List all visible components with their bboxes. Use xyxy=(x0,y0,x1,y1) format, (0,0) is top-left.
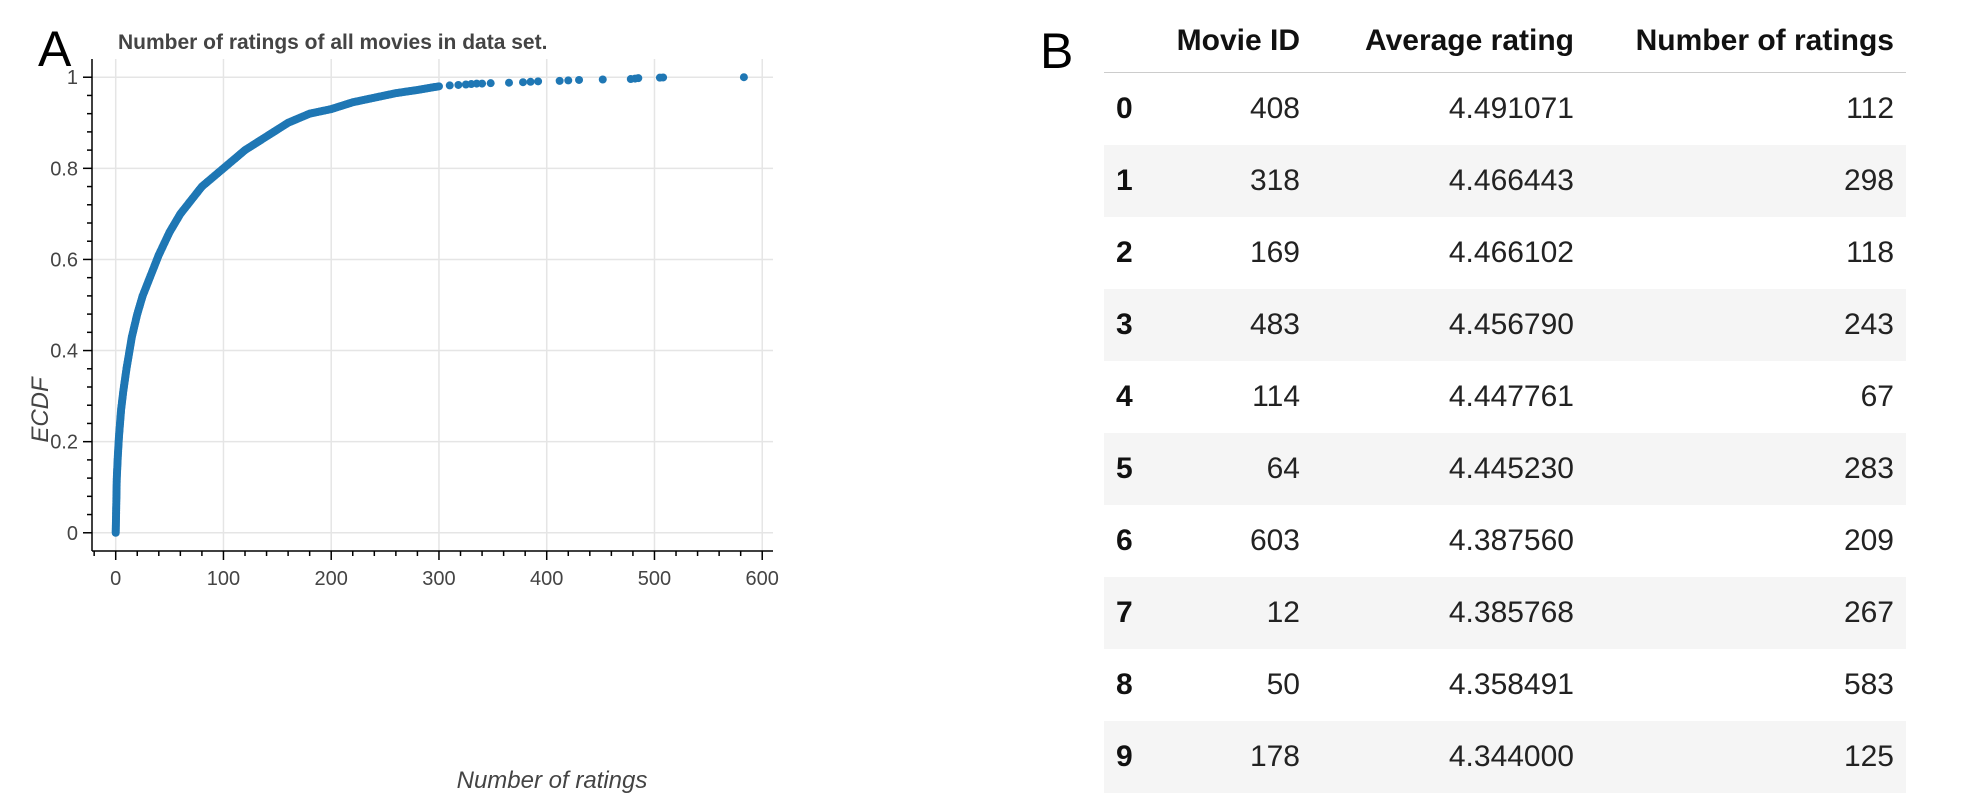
average-rating-cell: 4.358491 xyxy=(1448,668,1574,701)
row-index-cell: 8 xyxy=(1116,668,1133,701)
number-of-ratings-cell: 67 xyxy=(1860,380,1894,413)
column-header-movie-id: Movie ID xyxy=(1164,10,1312,73)
data-point xyxy=(564,76,573,85)
data-point xyxy=(526,77,535,86)
x-tick-label: 400 xyxy=(530,568,563,590)
table-row: 5 64 4.445230 283 xyxy=(1104,433,1906,505)
movie-id-cell: 50 xyxy=(1266,668,1300,701)
number-of-ratings-cell: 125 xyxy=(1843,740,1894,773)
x-tick-label: 500 xyxy=(638,568,671,590)
row-index-cell: 4 xyxy=(1116,380,1133,413)
movie-id-cell: 603 xyxy=(1249,524,1300,557)
column-header-number-of-ratings: Number of ratings xyxy=(1586,10,1906,73)
table-row: 6 603 4.387560 209 xyxy=(1104,505,1906,577)
movie-id-cell: 64 xyxy=(1266,452,1300,485)
column-header-average-rating: Average rating xyxy=(1312,10,1586,73)
number-of-ratings-cell: 112 xyxy=(1846,92,1894,125)
data-point xyxy=(534,77,543,86)
table-row: 8 50 4.358491 583 xyxy=(1104,649,1906,721)
y-tick-label: 0.6 xyxy=(50,249,78,271)
table-row: 4 114 4.447761 67 xyxy=(1104,361,1906,433)
number-of-ratings-cell: 243 xyxy=(1843,308,1894,341)
ecdf-chart: Number of ratings of all movies in data … xyxy=(27,31,779,794)
index-header xyxy=(1104,10,1164,73)
table-row: 0 408 4.491071 112 xyxy=(1104,73,1906,146)
panel-label-a: A xyxy=(38,21,72,77)
number-of-ratings-cell: 283 xyxy=(1843,452,1894,485)
x-tick-label: 100 xyxy=(207,568,240,590)
average-rating-cell: 4.344000 xyxy=(1448,740,1574,773)
movie-id-cell: 178 xyxy=(1249,740,1300,773)
table-row: 1 318 4.466443 298 xyxy=(1104,145,1906,217)
panel-label-b: B xyxy=(1040,23,1074,79)
average-rating-cell: 4.385768 xyxy=(1448,596,1574,629)
table-row: 7 12 4.385768 267 xyxy=(1104,577,1906,649)
data-point xyxy=(555,76,564,85)
data-point xyxy=(598,75,607,84)
table-body: 0 408 4.491071 112 1 318 4.466443 298 2 169 4.4661… xyxy=(1104,73,1906,793)
row-index-cell: 5 xyxy=(1116,452,1133,485)
movie-id-cell: 12 xyxy=(1266,596,1300,629)
y-axis-title: ECDF xyxy=(27,376,54,443)
points-layer xyxy=(111,73,748,537)
data-point xyxy=(478,79,487,88)
movie-id-cell: 169 xyxy=(1249,236,1300,269)
average-rating-cell: 4.447761 xyxy=(1448,380,1574,413)
grid-layer xyxy=(92,59,773,551)
table-row: 3 483 4.456790 243 xyxy=(1104,289,1906,361)
row-index-cell: 0 xyxy=(1116,92,1133,125)
table-header-row: Movie ID Average rating Number of rating… xyxy=(1104,10,1906,73)
data-point xyxy=(486,79,495,88)
movie-id-cell: 114 xyxy=(1252,380,1300,413)
table-row: 9 178 4.344000 125 xyxy=(1104,721,1906,793)
average-rating-cell: 4.466102 xyxy=(1448,236,1574,269)
data-point xyxy=(634,74,643,83)
y-tick-label: 0.4 xyxy=(50,341,78,363)
movie-id-cell: 318 xyxy=(1249,164,1300,197)
data-point xyxy=(454,80,463,89)
y-tick-label: 0 xyxy=(67,523,78,545)
number-of-ratings-cell: 298 xyxy=(1843,164,1894,197)
ratings-table: Movie ID Average rating Number of rating… xyxy=(1104,10,1906,793)
number-of-ratings-cell: 209 xyxy=(1843,524,1894,557)
x-tick-label: 0 xyxy=(110,568,121,590)
number-of-ratings-cell: 267 xyxy=(1843,596,1894,629)
x-tick-label: 600 xyxy=(746,568,779,590)
row-index-cell: 9 xyxy=(1116,740,1133,773)
number-of-ratings-cell: 118 xyxy=(1846,236,1894,269)
x-axis-title: Number of ratings xyxy=(457,767,648,794)
x-tick-label: 300 xyxy=(422,568,455,590)
x-tick-label: 200 xyxy=(315,568,348,590)
row-index-cell: 2 xyxy=(1116,236,1133,269)
data-point xyxy=(445,81,454,90)
y-tick-label: 0.8 xyxy=(50,158,78,180)
data-point xyxy=(575,75,584,84)
data-point xyxy=(505,78,514,87)
y-tick-label: 1 xyxy=(67,67,78,89)
row-index-cell: 7 xyxy=(1116,596,1133,629)
chart-title: Number of ratings of all movies in data … xyxy=(118,31,547,54)
table-row: 2 169 4.466102 118 xyxy=(1104,217,1906,289)
row-index-cell: 6 xyxy=(1116,524,1133,557)
row-index-cell: 1 xyxy=(1116,164,1133,197)
average-rating-cell: 4.387560 xyxy=(1448,524,1574,557)
average-rating-cell: 4.491071 xyxy=(1448,92,1574,125)
average-rating-cell: 4.466443 xyxy=(1448,164,1574,197)
average-rating-cell: 4.456790 xyxy=(1448,308,1574,341)
average-rating-cell: 4.445230 xyxy=(1448,452,1574,485)
row-index-cell: 3 xyxy=(1116,308,1133,341)
axes-layer: 0 0.2 0.4 0.6 0.8 1 0 100 200 300 400 500 600 xyxy=(50,59,779,590)
y-tick-label: 0.2 xyxy=(50,432,78,454)
data-point xyxy=(434,82,443,91)
movie-id-cell: 483 xyxy=(1249,308,1300,341)
data-point xyxy=(739,73,748,82)
number-of-ratings-cell: 583 xyxy=(1843,668,1894,701)
movie-id-cell: 408 xyxy=(1249,92,1300,125)
data-point xyxy=(519,78,528,87)
data-point xyxy=(659,73,668,82)
